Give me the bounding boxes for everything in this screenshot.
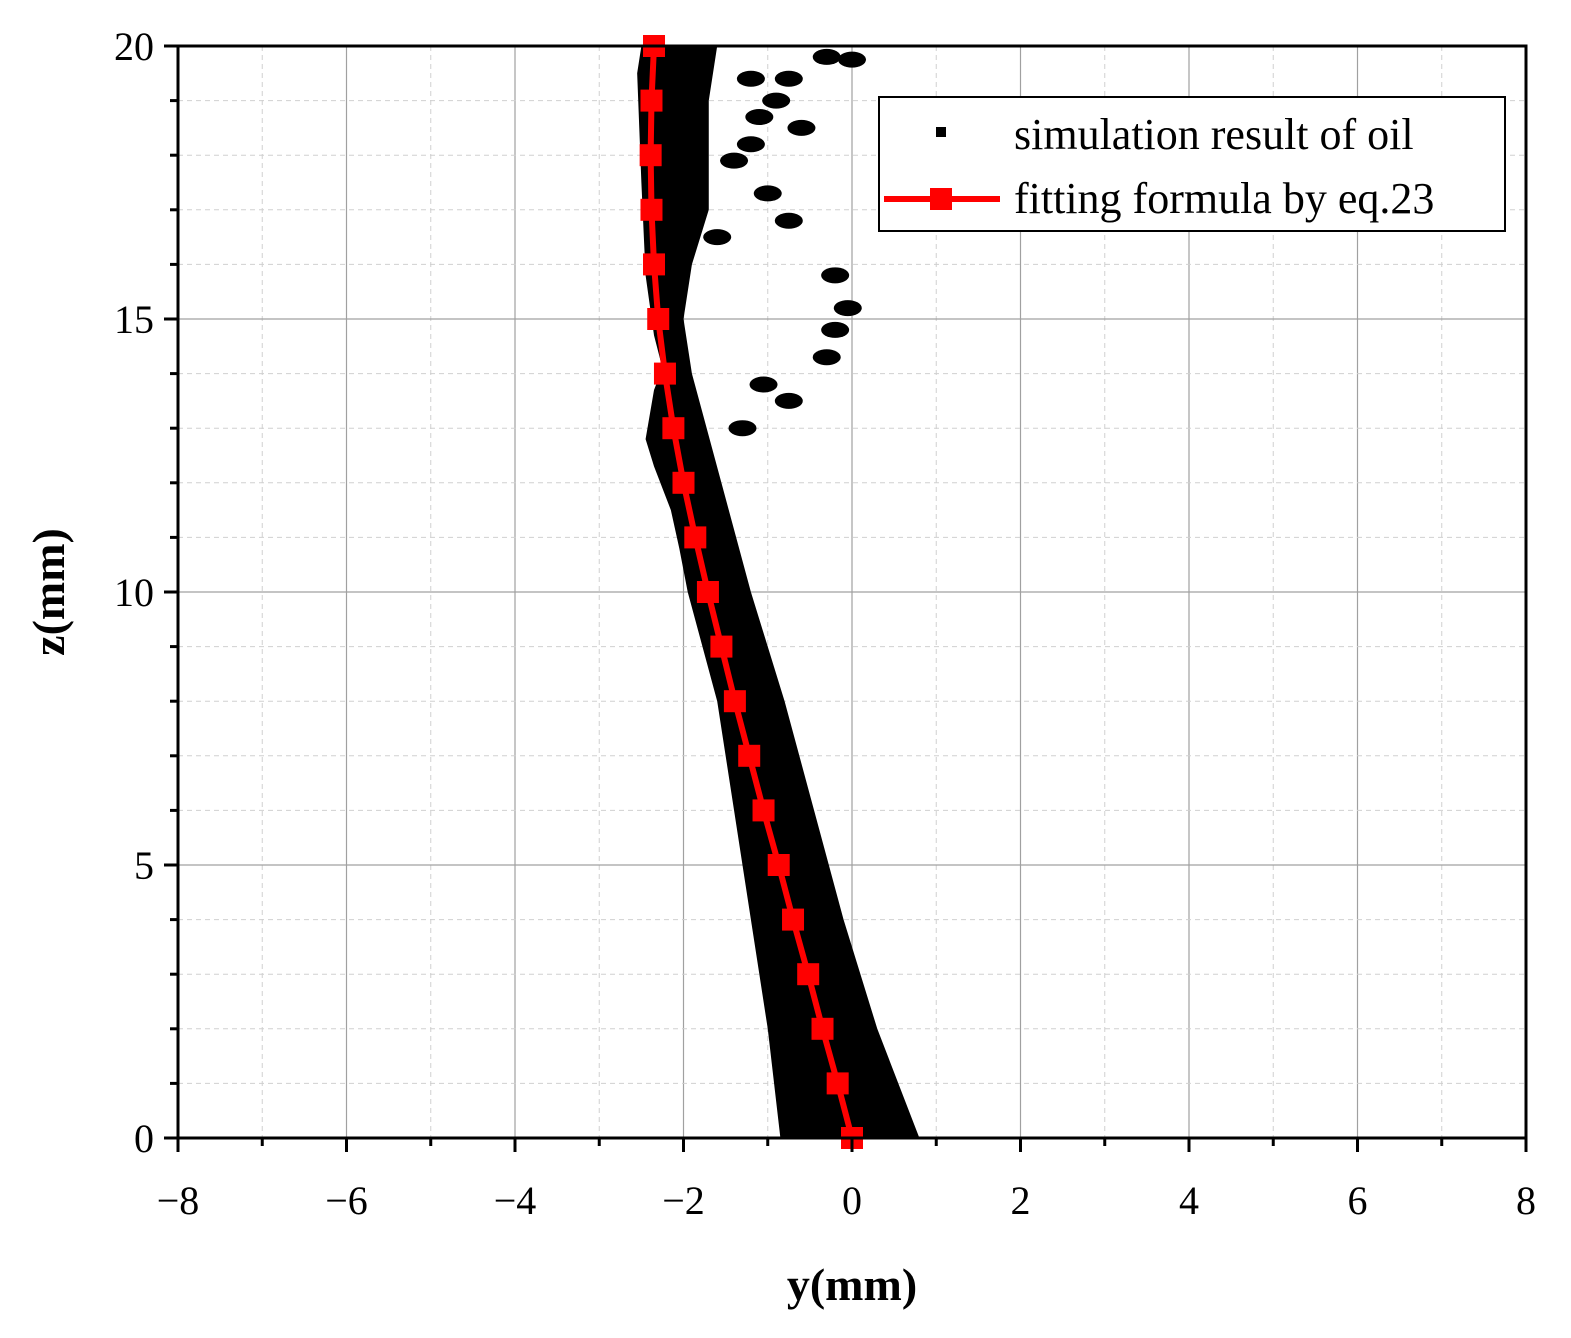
legend-oil-swatch: [936, 127, 946, 137]
oil-droplet: [736, 70, 765, 87]
fit-marker: [640, 198, 663, 221]
x-tick-label: 0: [842, 1178, 862, 1223]
fit-marker: [672, 471, 695, 494]
x-tick-label: 6: [1348, 1178, 1368, 1223]
fit-marker: [640, 89, 663, 112]
y-tick-label: 15: [114, 297, 154, 342]
x-tick-label: −4: [494, 1178, 537, 1223]
legend-fit-marker: [930, 188, 952, 210]
x-tick-label: −2: [662, 1178, 705, 1223]
oil-droplet: [787, 119, 816, 136]
legend: simulation result of oil fitting formula…: [878, 96, 1506, 232]
y-tick-label: 0: [134, 1116, 154, 1161]
x-axis-title: y(mm): [787, 1259, 917, 1310]
oil-droplet: [753, 185, 782, 202]
x-tick-label: −8: [157, 1178, 200, 1223]
x-tick-label: −6: [325, 1178, 368, 1223]
x-tick-label: 8: [1516, 1178, 1536, 1223]
fit-marker: [738, 744, 761, 767]
oil-region: [637, 46, 920, 1138]
x-tick-label: 4: [1179, 1178, 1199, 1223]
y-tick-label: 20: [114, 24, 154, 69]
x-tick-labels: −8 −6 −4 −2 0 2 4 6 8: [157, 1178, 1536, 1223]
oil-droplet: [749, 376, 778, 393]
fit-marker: [826, 1072, 849, 1095]
fit-marker: [662, 417, 685, 440]
oil-droplet: [812, 48, 841, 65]
legend-box: [878, 96, 1506, 232]
fit-marker: [811, 1017, 834, 1040]
oil-droplet: [821, 267, 850, 284]
fit-marker: [643, 253, 666, 276]
fit-marker: [797, 963, 820, 986]
oil-simulation-series: [637, 46, 920, 1138]
fit-marker: [752, 799, 775, 822]
oil-droplet: [774, 212, 803, 229]
oil-droplet: [833, 300, 862, 317]
fit-marker: [696, 581, 719, 603]
oil-droplet: [812, 349, 841, 366]
fit-marker: [767, 854, 790, 876]
oil-droplet: [745, 108, 774, 125]
oil-droplet: [736, 136, 765, 153]
fitting-formula-series: [639, 35, 863, 1149]
oil-droplet: [703, 229, 732, 246]
axis-ticks: [164, 44, 1528, 1152]
legend-fit-label: fitting formula by eq.23: [1014, 174, 1434, 223]
fit-marker: [647, 308, 670, 330]
fit-marker: [782, 908, 805, 931]
y-tick-labels: 0 5 10 15 20: [114, 24, 154, 1161]
fit-marker: [710, 635, 733, 658]
x-tick-label: 2: [1011, 1178, 1031, 1223]
oil-droplet: [728, 420, 757, 437]
y-axis-title: z(mm): [23, 528, 74, 656]
fit-marker: [639, 144, 662, 167]
oil-droplet: [762, 92, 791, 109]
oil-droplet: [838, 51, 866, 68]
fit-marker: [684, 526, 707, 549]
oil-droplet: [774, 70, 803, 87]
oil-droplet: [720, 152, 749, 169]
y-tick-label: 5: [134, 843, 154, 888]
legend-oil-label: simulation result of oil: [1014, 110, 1414, 159]
oil-droplet: [821, 321, 850, 338]
fit-marker: [723, 690, 746, 713]
y-tick-label: 10: [114, 570, 154, 615]
fit-marker: [653, 362, 676, 385]
oil-droplet: [774, 392, 803, 409]
